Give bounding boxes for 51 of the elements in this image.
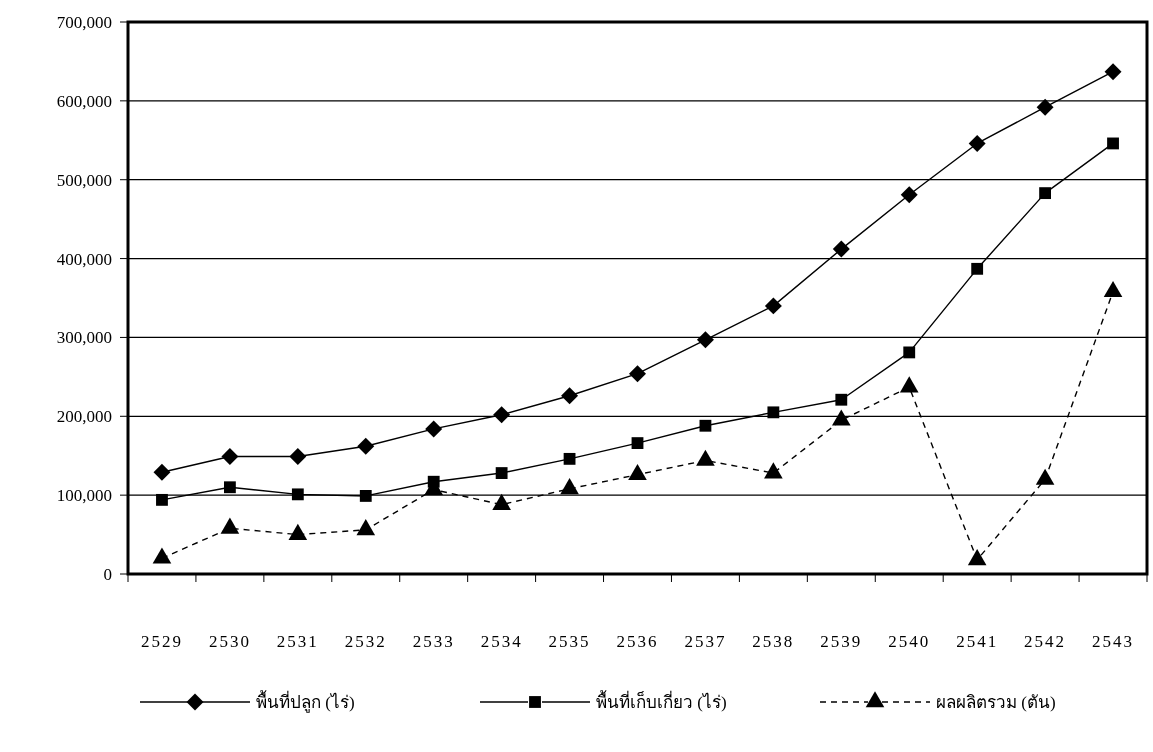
- legend-label: พื้นที่เก็บเกี่ยว (ไร่): [596, 690, 727, 712]
- point: [835, 393, 848, 406]
- x-tick-label: 2540: [888, 632, 931, 651]
- point: [359, 490, 372, 502]
- point: [764, 297, 782, 315]
- y-tick-label: 0: [103, 564, 112, 584]
- x-tick-label: 2535: [548, 632, 591, 651]
- point: [1107, 137, 1119, 150]
- y-tick-label: 100,000: [56, 486, 112, 506]
- x-tick-label: 2536: [616, 632, 659, 651]
- x-tick-label: 2533: [412, 632, 455, 651]
- point: [223, 481, 236, 494]
- y-tick-label: 200,000: [56, 407, 112, 427]
- y-tick-label: 600,000: [56, 91, 112, 111]
- x-tick-label: 2538: [752, 632, 795, 651]
- point: [900, 186, 918, 204]
- x-tick-label: 2530: [208, 632, 251, 651]
- x-tick-label: 2529: [140, 632, 183, 651]
- point: [291, 488, 304, 501]
- x-tick-label: 2542: [1024, 632, 1067, 651]
- point: [1036, 98, 1054, 116]
- y-tick-label: 700,000: [56, 12, 112, 32]
- x-tick-label: 2537: [684, 632, 727, 651]
- legend-label: พื้นที่ปลูก (ไร่): [256, 690, 355, 713]
- point: [156, 493, 168, 506]
- point: [971, 262, 984, 275]
- point: [631, 437, 644, 450]
- y-tick-label: 500,000: [56, 170, 112, 190]
- point: [968, 134, 986, 152]
- point: [561, 387, 579, 405]
- point: [832, 240, 850, 258]
- point: [696, 331, 714, 349]
- point: [563, 452, 576, 465]
- point: [356, 519, 376, 536]
- point: [699, 419, 712, 432]
- point: [560, 478, 579, 495]
- point: [767, 406, 780, 419]
- x-tick-label: 2539: [820, 632, 863, 651]
- x-tick-label: 2534: [480, 632, 523, 651]
- x-tick-label: 2532: [344, 632, 387, 651]
- y-tick-label: 400,000: [56, 249, 112, 269]
- x-tick-label: 2541: [956, 632, 999, 651]
- point: [1039, 187, 1052, 200]
- legend-label: ผลผลิตรวม (ตัน): [936, 693, 1056, 712]
- x-tick-label: 2543: [1092, 632, 1135, 651]
- point: [903, 346, 916, 359]
- point: [495, 467, 508, 479]
- y-tick-label: 300,000: [56, 328, 112, 348]
- point: [967, 549, 987, 566]
- point: [629, 365, 646, 383]
- x-tick-label: 2531: [276, 632, 319, 651]
